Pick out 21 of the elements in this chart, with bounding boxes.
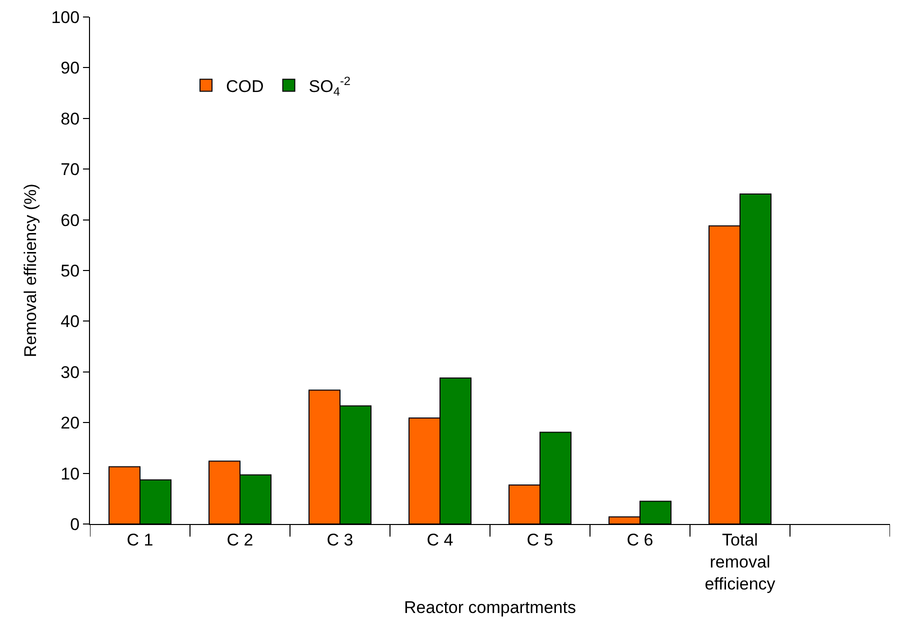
y-tick-label: 70 bbox=[60, 160, 80, 180]
x-tick-label: C 6 bbox=[626, 530, 654, 550]
y-tick-label: 10 bbox=[60, 464, 80, 484]
x-tick-label: C 2 bbox=[226, 530, 254, 550]
x-axis-title: Reactor compartments bbox=[404, 598, 576, 617]
y-axis-title: Removal efficiency (%) bbox=[20, 184, 40, 358]
y-tick-label: 30 bbox=[60, 362, 80, 382]
y-tick-label: 40 bbox=[60, 312, 80, 332]
y-tick-label: 50 bbox=[60, 261, 80, 280]
y-tick-label: 100 bbox=[51, 8, 80, 27]
x-tick-label: C 3 bbox=[326, 530, 354, 550]
legend-label: COD bbox=[226, 76, 264, 96]
x-tick-label: C 4 bbox=[426, 530, 454, 550]
x-tick-label: C 1 bbox=[126, 530, 154, 550]
x-tick-label: Total removal efficiency bbox=[704, 530, 776, 594]
y-tick-label: 20 bbox=[60, 414, 80, 433]
y-tick-label: 0 bbox=[70, 514, 80, 534]
x-tick-label: C 5 bbox=[526, 530, 554, 550]
y-tick-label: 60 bbox=[60, 210, 80, 230]
y-tick-label: 80 bbox=[60, 109, 80, 128]
y-tick-label: 90 bbox=[60, 58, 80, 78]
